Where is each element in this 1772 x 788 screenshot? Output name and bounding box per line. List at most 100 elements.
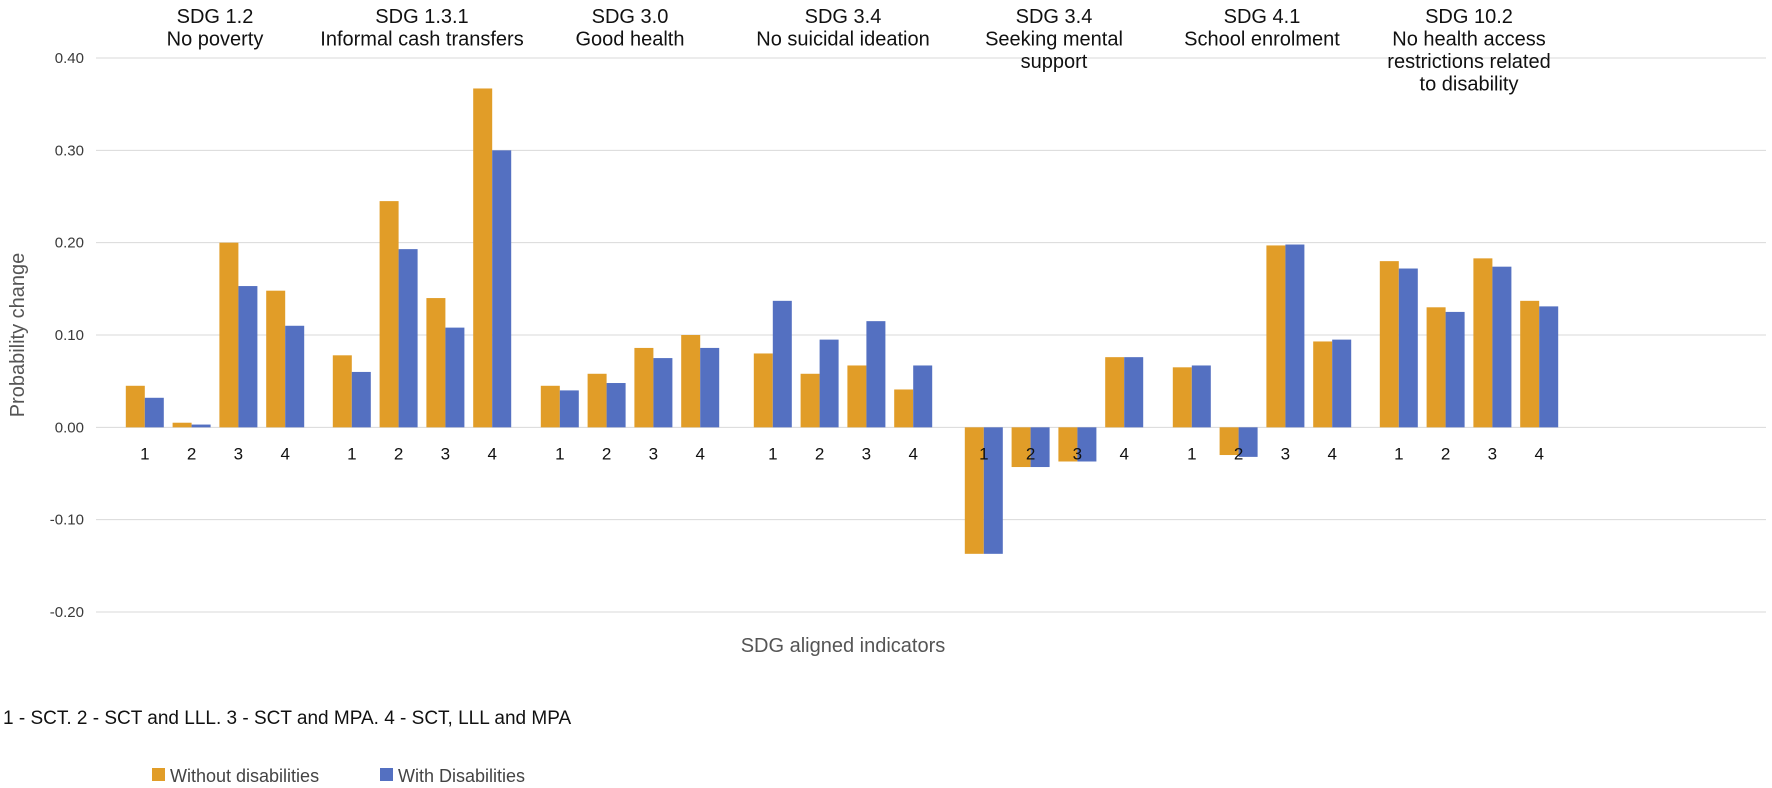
x-category-label: 4 bbox=[487, 444, 496, 463]
x-axis-title: SDG aligned indicators bbox=[741, 635, 946, 657]
group-title-line: restrictions related bbox=[1387, 51, 1550, 73]
bar-with-disabilities bbox=[285, 325, 305, 428]
bar-group bbox=[964, 357, 1144, 554]
group-title: SDG 1.2 No poverty bbox=[167, 6, 264, 51]
group-title-line: SDG 3.4 bbox=[805, 6, 882, 28]
bar-without-disabilities bbox=[426, 298, 446, 428]
bar-with-disabilities bbox=[445, 327, 465, 428]
bar-with-disabilities bbox=[1077, 427, 1097, 462]
bar-without-disabilities bbox=[587, 373, 607, 428]
bars bbox=[125, 88, 1559, 554]
group-title-line: SDG 1.2 bbox=[177, 6, 254, 28]
bar-with-disabilities bbox=[398, 249, 418, 428]
bar-group bbox=[1172, 244, 1352, 457]
bar-with-disabilities bbox=[1285, 244, 1305, 428]
bar-group bbox=[540, 335, 720, 428]
bar-with-disabilities bbox=[983, 427, 1003, 554]
bar-with-disabilities bbox=[653, 358, 673, 428]
group-title: SDG 10.2 No health access restrictions rel… bbox=[1387, 6, 1550, 96]
group-title-line: support bbox=[1021, 51, 1088, 73]
bar-with-disabilities bbox=[1539, 306, 1559, 428]
bar-without-disabilities bbox=[1172, 367, 1192, 428]
legend-swatch-with bbox=[380, 768, 393, 781]
y-tick-label: 0.10 bbox=[55, 327, 84, 344]
bar-without-disabilities bbox=[1105, 357, 1125, 428]
x-category-label: 3 bbox=[1281, 444, 1290, 463]
bar-without-disabilities bbox=[332, 355, 352, 428]
bar-with-disabilities bbox=[144, 397, 164, 428]
bar-group bbox=[753, 300, 933, 428]
group-title-line: No poverty bbox=[167, 29, 264, 51]
bar-without-disabilities bbox=[1011, 427, 1031, 468]
bar-without-disabilities bbox=[847, 365, 867, 428]
x-category-label: 2 bbox=[187, 444, 196, 463]
bar-with-disabilities bbox=[772, 300, 792, 428]
y-tick-label: 0.00 bbox=[55, 419, 84, 436]
x-category-label: 4 bbox=[908, 444, 917, 463]
y-axis-ticks: 0.40 0.30 0.20 0.10 0.00 -0.10 -0.20 bbox=[50, 50, 84, 621]
x-category-label: 2 bbox=[602, 444, 611, 463]
x-category-label: 1 bbox=[979, 444, 988, 463]
x-category-label: 1 bbox=[768, 444, 777, 463]
x-category-label: 3 bbox=[441, 444, 450, 463]
y-tick-label: 0.30 bbox=[55, 142, 84, 159]
x-category-label: 4 bbox=[1534, 444, 1543, 463]
bar-without-disabilities bbox=[634, 347, 654, 428]
group-title-line: SDG 4.1 bbox=[1224, 6, 1301, 28]
group-title-line: SDG 1.3.1 bbox=[375, 6, 468, 28]
legend-label-without: Without disabilities bbox=[170, 766, 319, 786]
x-category-label: 2 bbox=[1441, 444, 1450, 463]
group-title-line: Good health bbox=[576, 29, 685, 51]
x-category-label: 3 bbox=[862, 444, 871, 463]
group-title-line: No suicidal ideation bbox=[756, 29, 929, 51]
legend-swatch-without bbox=[152, 768, 165, 781]
x-category-label: 3 bbox=[1073, 444, 1082, 463]
bar-with-disabilities bbox=[492, 150, 512, 428]
group-title-line: SDG 3.0 bbox=[592, 6, 669, 28]
bar-with-disabilities bbox=[606, 383, 626, 428]
gridlines bbox=[96, 57, 1766, 613]
group-title: SDG 4.1 School enrolment bbox=[1184, 6, 1340, 51]
y-tick-label: 0.40 bbox=[55, 50, 84, 67]
x-category-label: 1 bbox=[347, 444, 356, 463]
bar-with-disabilities bbox=[1445, 311, 1465, 428]
bar-without-disabilities bbox=[540, 385, 560, 428]
bar-with-disabilities bbox=[700, 347, 720, 428]
bar-without-disabilities bbox=[172, 422, 192, 428]
bar-with-disabilities bbox=[1030, 427, 1050, 468]
x-category-label: 4 bbox=[695, 444, 704, 463]
x-category-label: 3 bbox=[234, 444, 243, 463]
group-title: SDG 3.4 Seeking mental support bbox=[985, 6, 1123, 73]
x-category-label: 1 bbox=[140, 444, 149, 463]
bar-without-disabilities bbox=[1266, 245, 1286, 428]
x-category-label: 1 bbox=[555, 444, 564, 463]
x-category-label: 3 bbox=[649, 444, 658, 463]
bar-without-disabilities bbox=[473, 88, 493, 428]
x-category-label: 3 bbox=[1488, 444, 1497, 463]
bar-group bbox=[1379, 258, 1559, 428]
y-tick-label: -0.20 bbox=[50, 604, 84, 621]
group-title-line: Seeking mental bbox=[985, 29, 1123, 51]
x-category-label: 4 bbox=[280, 444, 289, 463]
bar-with-disabilities bbox=[1238, 427, 1258, 457]
bar-without-disabilities bbox=[125, 385, 145, 428]
x-category-label: 2 bbox=[815, 444, 824, 463]
bar-without-disabilities bbox=[1520, 300, 1540, 428]
legend-label-with: With Disabilities bbox=[398, 766, 525, 786]
group-title: SDG 3.0 Good health bbox=[576, 6, 685, 51]
bar-without-disabilities bbox=[964, 427, 984, 554]
group-title-line: SDG 3.4 bbox=[1016, 6, 1093, 28]
x-category-label: 4 bbox=[1327, 444, 1336, 463]
bar-group bbox=[125, 242, 305, 428]
x-category-label: 2 bbox=[394, 444, 403, 463]
group-title-line: Informal cash transfers bbox=[320, 29, 523, 51]
bar-with-disabilities bbox=[238, 286, 258, 428]
bar-with-disabilities bbox=[1332, 339, 1352, 428]
x-category-label: 2 bbox=[1234, 444, 1243, 463]
bar-without-disabilities bbox=[800, 373, 820, 428]
bar-without-disabilities bbox=[1379, 261, 1399, 428]
bar-without-disabilities bbox=[894, 389, 914, 428]
bar-without-disabilities bbox=[1058, 427, 1078, 462]
y-tick-label: -0.10 bbox=[50, 512, 84, 529]
